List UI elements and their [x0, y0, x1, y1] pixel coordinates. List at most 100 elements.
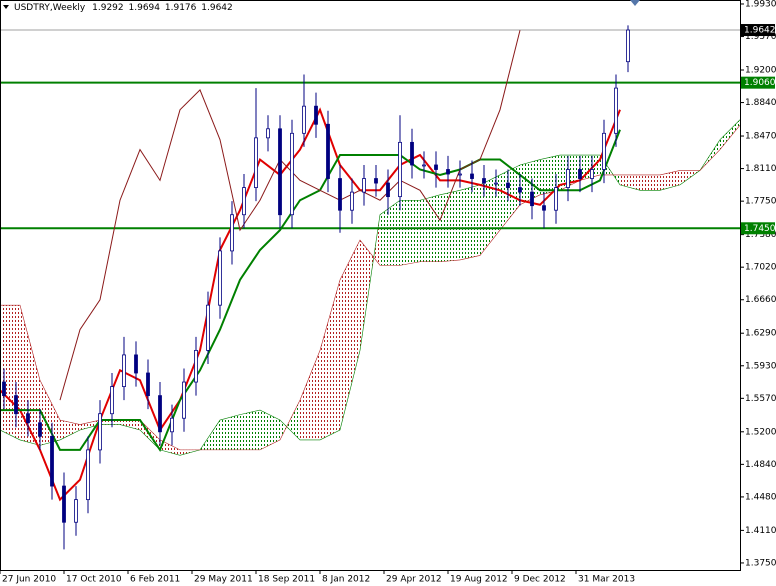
x-tick-label: 6 Feb 2011	[130, 575, 180, 585]
candle-body	[62, 485, 66, 523]
candle-body	[134, 354, 138, 374]
candle-body	[230, 214, 234, 252]
y-tick-label: 1.7750	[745, 197, 776, 207]
candle-body	[362, 178, 366, 193]
cloud-segment	[540, 155, 560, 195]
candle-body	[590, 169, 594, 179]
candle-body	[482, 178, 486, 184]
indicator-line	[0, 107, 621, 502]
cloud-segment	[60, 420, 80, 440]
y-tick-label: 1.8470	[745, 132, 776, 142]
candle-body	[494, 182, 498, 185]
y-tick-label: 1.4840	[745, 460, 776, 470]
cloud-segment	[300, 350, 320, 440]
last-low: 1.9176	[165, 3, 197, 13]
candle-body	[554, 187, 558, 211]
y-tick-label: 1.6290	[745, 329, 776, 339]
level-label: 1.9642	[744, 26, 776, 36]
candle-body	[14, 395, 18, 415]
cloud-segment	[40, 380, 60, 446]
y-tick-label: 1.4480	[745, 492, 776, 502]
candle-body	[422, 164, 426, 167]
y-tick-label: 1.5570	[745, 394, 776, 404]
candle-body	[410, 141, 414, 166]
x-tick-label: 8 Jan 2012	[322, 575, 370, 585]
last-close: 1.9642	[201, 3, 233, 13]
candle-body	[206, 304, 210, 351]
candle-body	[218, 250, 222, 306]
candle-body	[110, 386, 114, 415]
x-tick-label: 31 Mar 2013	[578, 575, 635, 585]
cloud-segment	[100, 420, 120, 425]
candle-body	[86, 449, 90, 501]
cloud-segment	[440, 190, 460, 262]
candle-body	[470, 173, 474, 179]
indicator-line	[59, 30, 521, 401]
candle-body	[506, 182, 510, 188]
candle-body	[122, 354, 126, 387]
cloud-segment	[340, 240, 360, 430]
x-tick-label: 29 Apr 2012	[386, 575, 442, 585]
candle-body	[170, 417, 174, 433]
span-a-line	[0, 119, 741, 456]
cloud-segment	[400, 200, 420, 266]
cloud-segment	[660, 170, 680, 191]
candle-body	[626, 29, 630, 63]
menu-arrow	[3, 5, 9, 9]
cloud-segment	[640, 174, 660, 191]
candle-body	[26, 413, 30, 424]
candle-body	[542, 205, 546, 211]
candle-body	[98, 413, 102, 451]
candle-body	[602, 132, 606, 170]
y-tick-label: 1.7380	[745, 230, 776, 240]
candle-body	[578, 169, 582, 179]
candle-body	[434, 164, 438, 170]
x-tick-label: 29 May 2011	[194, 575, 253, 585]
last-high: 1.9694	[129, 3, 161, 13]
y-tick-label: 1.4110	[745, 526, 776, 536]
level-label-box	[741, 222, 775, 235]
y-tick-label: 1.8110	[745, 164, 776, 174]
cloud-segment	[720, 119, 740, 150]
chart-header: USDTRY,Weekly 1.9292 1.9694 1.9176 1.964…	[14, 3, 233, 13]
plot-border	[0, 0, 741, 571]
y-tick-label: 1.5200	[745, 427, 776, 437]
level-label: 1.7450	[744, 224, 776, 234]
y-tick-label: 1.3750	[745, 558, 776, 568]
candle-body	[194, 349, 198, 383]
candle-body	[38, 422, 42, 437]
candle-body	[314, 105, 318, 125]
y-tick-label: 1.6660	[745, 295, 776, 305]
cloud-segment	[220, 414, 240, 450]
candle-body	[458, 173, 462, 176]
x-tick-label: 17 Oct 2010	[66, 575, 122, 585]
cloud-segment	[0, 305, 20, 440]
candle-body	[74, 499, 78, 523]
cloud-segment	[240, 410, 260, 450]
last-open: 1.9292	[92, 3, 124, 13]
candle-body	[158, 395, 162, 433]
y-tick-label: 1.9930	[745, 0, 776, 9]
candle-body	[386, 182, 390, 198]
level-label: 1.9060	[744, 78, 776, 88]
cloud-segment	[160, 439, 180, 456]
y-tick-label: 1.9570	[745, 32, 776, 42]
candle-body	[302, 105, 306, 134]
level-label-box	[741, 24, 775, 37]
cloud-segment	[260, 410, 280, 450]
candle-body	[518, 187, 522, 193]
candle-body	[326, 123, 330, 179]
candle-body	[254, 137, 258, 188]
cloud-segment	[460, 184, 480, 260]
candle-body	[182, 381, 186, 419]
y-tick-label: 1.5930	[745, 361, 776, 371]
cloud-segment	[480, 174, 500, 256]
candle-body	[50, 435, 54, 487]
candle-body	[146, 372, 150, 397]
candle-body	[446, 169, 450, 175]
x-tick-label: 9 Dec 2012	[514, 575, 566, 585]
y-tick-label: 1.9200	[745, 66, 776, 76]
candle-body	[242, 187, 246, 216]
candle-body	[290, 132, 294, 216]
